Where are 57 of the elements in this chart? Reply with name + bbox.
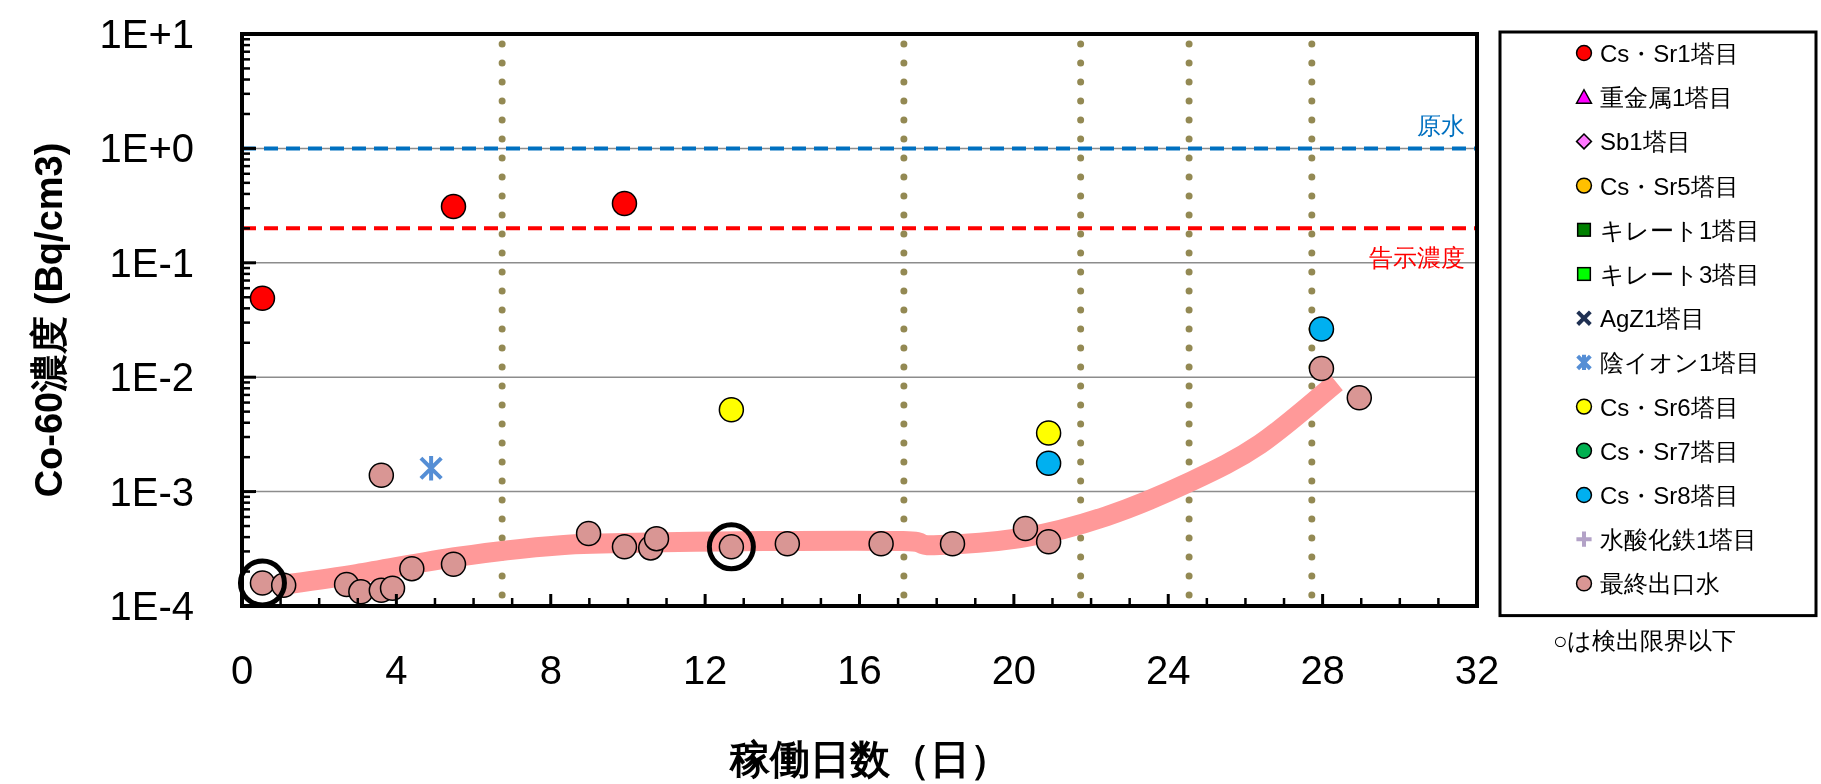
legend-label: キレート1塔目	[1600, 216, 1761, 244]
point	[774, 531, 801, 557]
point	[399, 555, 425, 582]
point	[440, 551, 467, 577]
y-tick-label: 1E-1	[109, 240, 194, 285]
point	[643, 525, 670, 552]
x-tick-label: 8	[539, 648, 562, 692]
x-tick-label: 20	[991, 648, 1037, 692]
point	[611, 534, 638, 560]
legend-label: Cs・Sr5塔目	[1600, 172, 1739, 200]
point	[1346, 385, 1373, 411]
point	[611, 190, 638, 217]
point	[368, 462, 395, 488]
point	[1035, 528, 1062, 555]
y-tick-label: 1E+0	[99, 126, 194, 171]
x-tick-label: 16	[837, 648, 882, 692]
x-tick-label: 0	[230, 648, 254, 692]
legend-label: 最終出口水	[1600, 570, 1720, 598]
point	[868, 531, 894, 557]
legend-label: Cs・Sr6塔目	[1600, 393, 1739, 421]
legend-label: キレート3塔目	[1600, 261, 1761, 288]
text: ○は検出限界以下	[1553, 627, 1737, 654]
ref-line-label: 原水	[1417, 112, 1465, 140]
y-tick-label: 1E-2	[109, 355, 194, 400]
point	[379, 575, 406, 601]
y-tick-label: 1E-4	[109, 584, 194, 628]
legend-label: 陰イオン1塔目	[1600, 349, 1761, 377]
legend-label: Cs・Sr7塔目	[1600, 437, 1739, 465]
legend-label: Cs・Sr8塔目	[1600, 482, 1739, 509]
legend-label: 重金属1塔目	[1600, 84, 1734, 112]
point	[718, 396, 745, 423]
legend-label: AgZ1塔目	[1600, 305, 1706, 333]
point	[939, 531, 966, 557]
legend-label: Cs・Sr1塔目	[1600, 40, 1739, 67]
x-tick-label: 32	[1454, 648, 1500, 692]
x-tick-label: 28	[1300, 648, 1345, 692]
point	[1012, 515, 1039, 542]
point	[249, 285, 276, 311]
ref-line-label: 告示濃度	[1369, 244, 1465, 272]
x-tick-label: 12	[682, 648, 728, 692]
point	[575, 520, 602, 547]
point	[1308, 316, 1335, 342]
x-tick-label: 4	[385, 648, 408, 692]
y-axis-title: Co-60濃度 (Bq/cm3)	[28, 142, 70, 498]
x-axis-title: 稼働日数（日）	[728, 737, 1010, 781]
point	[1035, 420, 1062, 446]
y-tick-label: 1E+1	[99, 12, 194, 56]
ref-line: 告示濃度	[242, 226, 1477, 272]
legend-label: Sb1塔目	[1600, 128, 1691, 156]
point	[706, 522, 756, 572]
point	[1308, 355, 1335, 382]
legend-label: 水酸化鉄1塔目	[1600, 526, 1758, 554]
y-tick-label: 1E-3	[109, 469, 194, 514]
ref-line: 原水	[242, 112, 1477, 151]
point	[440, 193, 467, 220]
point	[1035, 450, 1062, 476]
x-tick-label: 24	[1146, 648, 1191, 692]
